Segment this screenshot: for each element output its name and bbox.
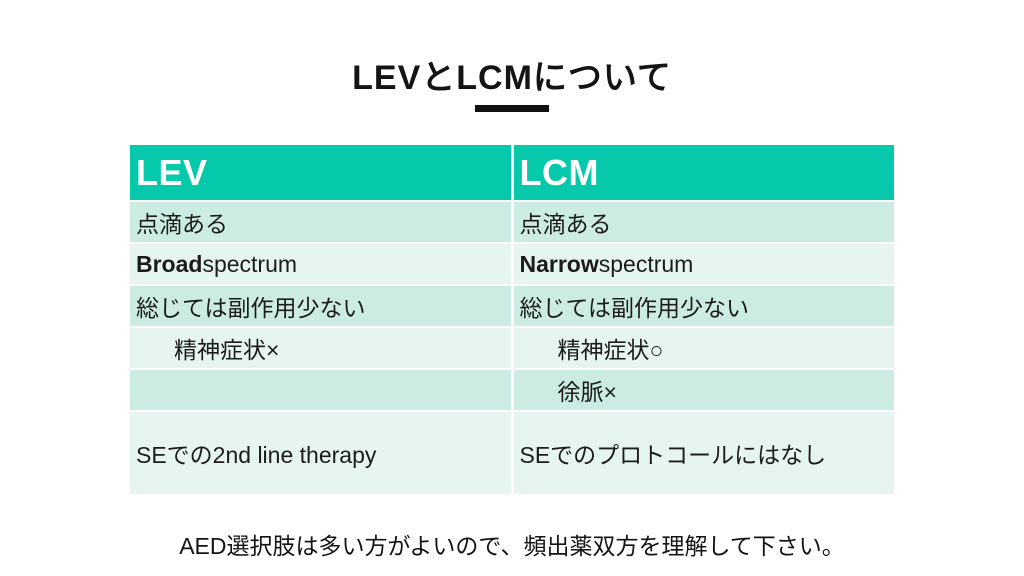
table-cell-lev-spectrum: Broad spectrum	[130, 244, 511, 284]
table-cell-lcm-bradycardia: 徐脈×	[513, 370, 894, 410]
spectrum-rest-word: spectrum	[202, 250, 298, 277]
table-cell-lcm-se-protocol: SEでのプロトコールにはなし	[513, 412, 894, 494]
table-cell-lcm-spectrum: Narrow spectrum	[513, 244, 894, 284]
comparison-table: LEV LCM 点滴ある 点滴ある Broad spectrum Narrow …	[130, 145, 894, 494]
table-cell-lcm-side-effects: 総じては副作用少ない	[513, 286, 894, 326]
footer-note: AED選択肢は多い方がよいので、頻出薬双方を理解して下さい。	[179, 533, 845, 559]
table-cell-lev-se-therapy: SEでの2nd line therapy	[130, 412, 511, 494]
spectrum-rest-word: spectrum	[598, 250, 694, 277]
spectrum-bold-word: Broad	[136, 250, 203, 277]
table-cell-lcm-iv-drip: 点滴ある	[513, 202, 894, 242]
slide-title: LEVとLCMについて	[352, 59, 672, 97]
table-cell-lev-iv-drip: 点滴ある	[130, 202, 511, 242]
spectrum-bold-word: Narrow	[519, 250, 599, 277]
title-underline-bar	[475, 105, 549, 112]
table-cell-lev-side-effects: 総じては副作用少ない	[130, 286, 511, 326]
table-header-lcm: LCM	[513, 145, 894, 200]
table-header-lev: LEV	[130, 145, 511, 200]
table-cell-lev-empty	[130, 370, 511, 410]
table-cell-lev-psychiatric: 精神症状×	[130, 328, 511, 368]
table-cell-lcm-psychiatric: 精神症状○	[513, 328, 894, 368]
